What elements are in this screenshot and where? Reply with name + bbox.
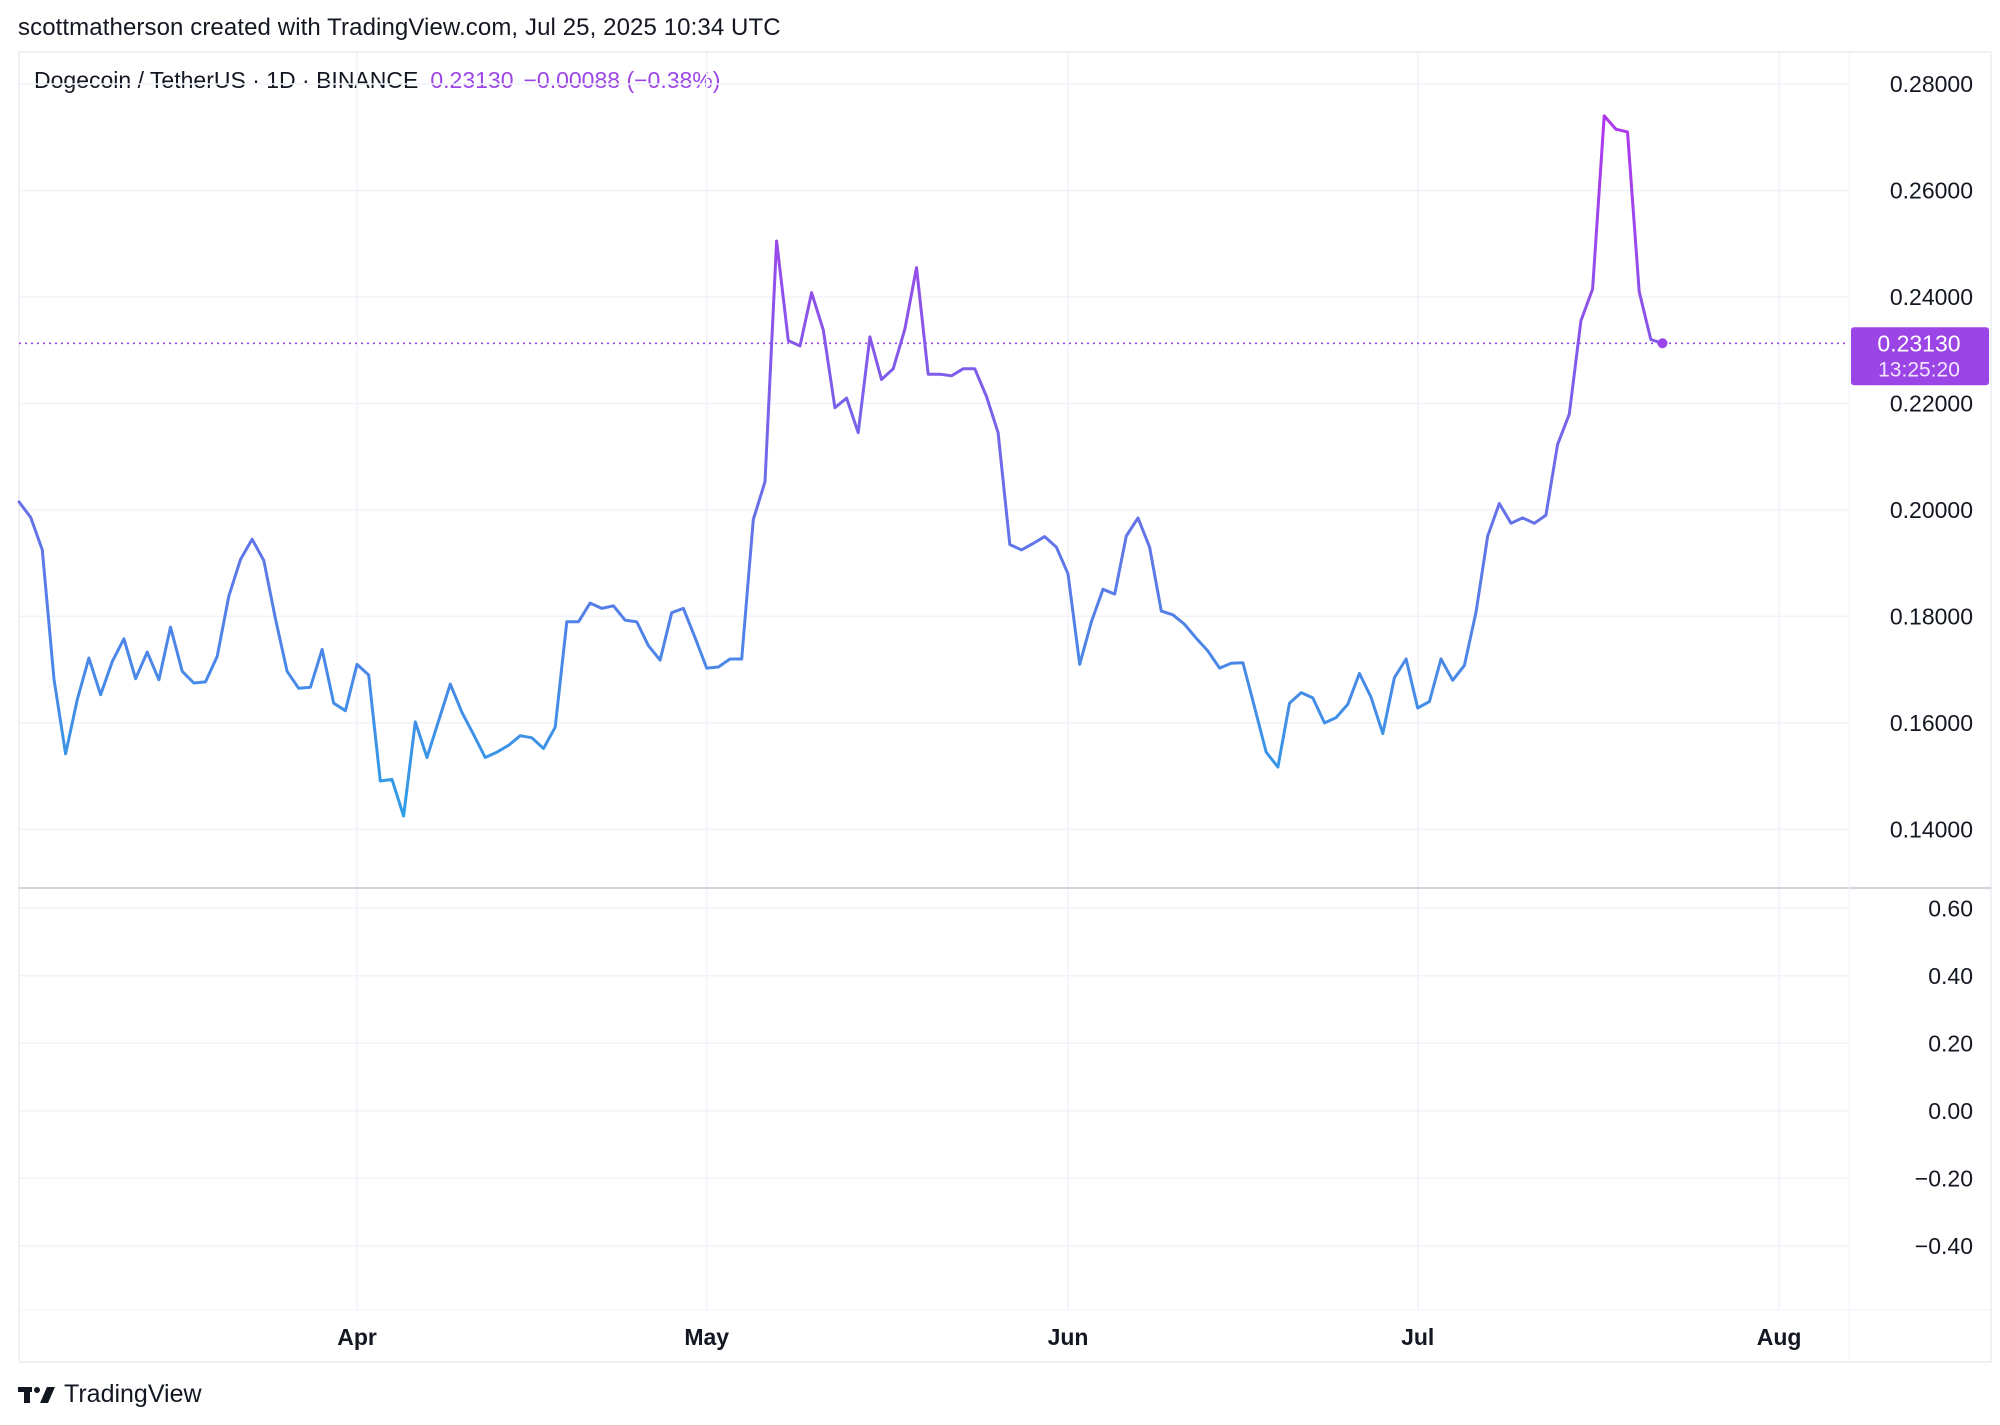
y-tick-label: 0.18000 bbox=[1890, 603, 1973, 629]
x-tick-label: Jun bbox=[1048, 1324, 1089, 1350]
chart-border bbox=[18, 51, 1992, 1363]
last-price-badge-value: 0.23130 bbox=[1877, 330, 1960, 356]
tradingview-logo[interactable]: TradingView bbox=[18, 1380, 202, 1409]
last-price-badge-bg bbox=[1851, 327, 1989, 386]
y-tick-label: 0.22000 bbox=[1890, 390, 1973, 416]
y-tick-label: 0.28000 bbox=[1890, 71, 1973, 97]
x-tick-label: Aug bbox=[1757, 1324, 1802, 1350]
y-tick-label: 0.20000 bbox=[1890, 497, 1973, 523]
chart-grid bbox=[19, 52, 1849, 1310]
sub-y-tick-label: −0.40 bbox=[1915, 1233, 1973, 1259]
sub-y-tick-label: 0.20 bbox=[1928, 1030, 1973, 1056]
price-series-line bbox=[17, 114, 1664, 818]
chart-legend: Dogecoin / TetherUS · 1D · BINANCE 0.2313… bbox=[34, 67, 720, 94]
sub-y-tick-label: 0.60 bbox=[1928, 895, 1973, 921]
legend-symbol[interactable]: Dogecoin / TetherUS · 1D · BINANCE bbox=[34, 67, 419, 93]
x-tick-label: May bbox=[684, 1324, 729, 1350]
sub-y-tick-label: 0.40 bbox=[1928, 963, 1973, 989]
x-tick-label: Apr bbox=[337, 1324, 377, 1350]
attribution-text: scottmatherson created with TradingView.… bbox=[18, 14, 781, 41]
last-price-badge-countdown: 13:25:20 bbox=[1878, 358, 1960, 381]
last-price-marker bbox=[1657, 338, 1668, 349]
brand-name: TradingView bbox=[64, 1380, 202, 1408]
legend-price: 0.23130 bbox=[430, 67, 514, 93]
tradingview-logo-icon bbox=[18, 1386, 55, 1403]
y-tick-label: 0.14000 bbox=[1890, 816, 1973, 842]
sub-y-tick-label: −0.20 bbox=[1915, 1165, 1973, 1191]
x-tick-label: Jul bbox=[1401, 1324, 1434, 1350]
y-tick-label: 0.26000 bbox=[1890, 177, 1973, 203]
y-tick-label: 0.16000 bbox=[1890, 710, 1973, 736]
sub-y-tick-label: 0.00 bbox=[1928, 1098, 1973, 1124]
legend-change: −0.00088 (−0.38%) bbox=[523, 67, 721, 93]
y-tick-label: 0.24000 bbox=[1890, 284, 1973, 310]
